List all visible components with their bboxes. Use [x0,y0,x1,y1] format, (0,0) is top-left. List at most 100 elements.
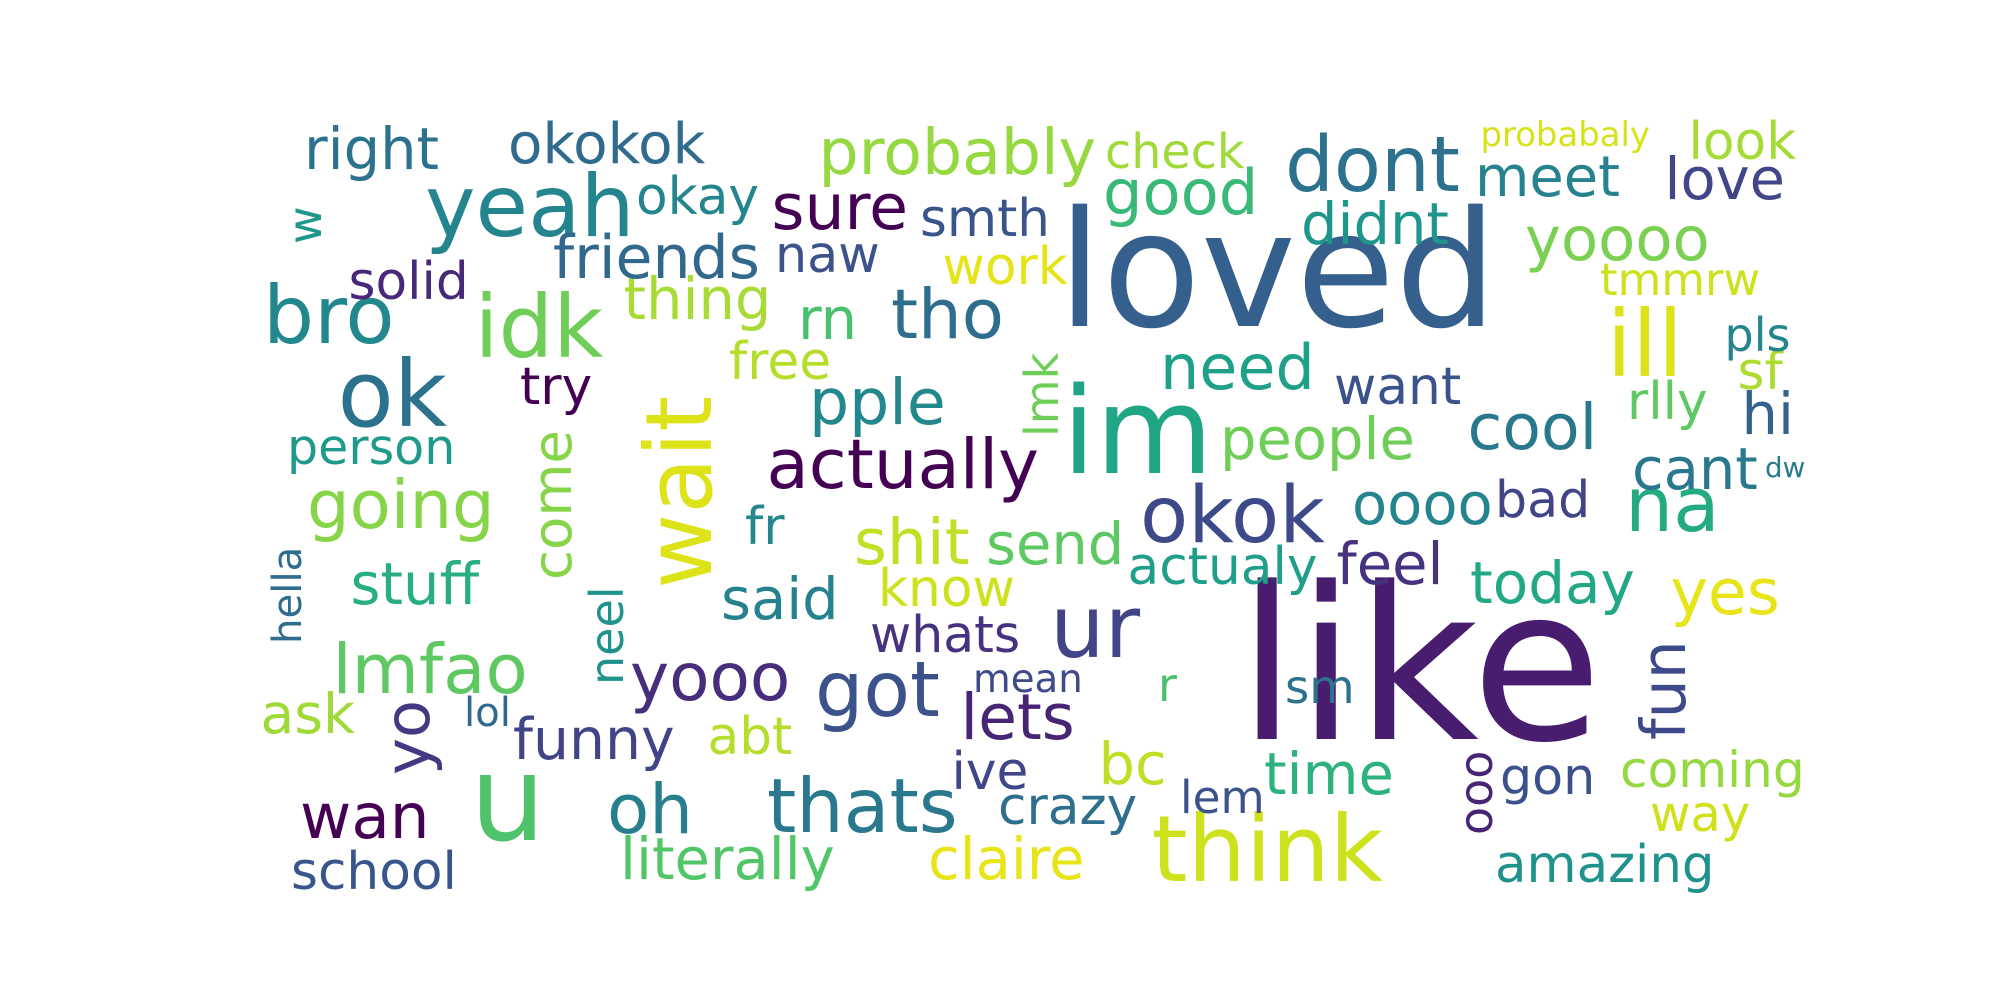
word-free: free [729,331,832,392]
word-look: look [1688,111,1797,172]
word-think: think [1151,796,1384,903]
word-thing: thing [623,266,772,333]
word-love: love [1664,146,1786,213]
word-okok: okok [1140,468,1325,561]
word-yeah: yeah [425,158,635,257]
word-actualy: actualy [1127,536,1318,597]
word-school: school [291,841,457,902]
word-r: r [1158,658,1177,712]
word-people: people [1220,406,1415,473]
word-come: come [520,430,584,580]
word-dont: dont [1285,120,1460,210]
word-sure: sure [771,170,909,244]
word-na: na [1625,460,1720,549]
word-tmmrw: tmmrw [1600,252,1761,306]
word-try: try [520,356,593,417]
word-ok: ok [337,341,448,448]
word-amazing: amazing [1495,834,1715,895]
word-loved: loved [1057,176,1498,364]
word-rlly: rlly [1627,371,1708,432]
word-naw: naw [775,224,880,284]
word-mean: mean [973,657,1083,702]
word-actually: actually [766,424,1039,505]
word-meet: meet [1475,144,1621,210]
word-send: send [986,511,1125,578]
word-hi: hi [1741,381,1794,448]
word-probabaly: probabaly [1480,115,1650,154]
word-crazy: crazy [998,776,1138,837]
word-didnt: didnt [1301,191,1449,258]
word-want: want [1334,356,1462,417]
word-friends: friends [553,222,760,293]
word-funny: funny [513,706,675,773]
word-yo: yo [370,699,444,775]
word-hella: hella [264,546,311,644]
word-oh: oh [607,769,693,850]
word-good: good [1103,155,1259,229]
word-right: right [304,116,440,183]
word-lmfao: lmfao [332,629,528,710]
word-rn: rn [798,286,858,353]
word-u: u [470,730,546,869]
word-sf: sf [1737,341,1783,402]
word-literally: literally [620,826,835,893]
word-ill: ill [1606,291,1684,398]
word-wan: wan [300,780,430,853]
word-claire: claire [928,826,1085,893]
word-person: person [287,418,456,476]
word-fun: fun [1628,640,1700,740]
word-idk: idk [474,277,604,378]
word-feel: feel [1336,531,1444,598]
word-yoooo: yoooo [1525,204,1710,275]
word-abt: abt [707,706,793,767]
word-know: know [878,559,1015,619]
word-coming: coming [1620,740,1805,799]
word-ur: ur [1050,577,1141,678]
word-ive: ive [951,741,1029,802]
word-lol: lol [464,689,511,736]
word-ooo: ooo [1449,750,1503,835]
word-work: work [942,236,1068,297]
word-okokok: okokok [508,112,706,177]
word-w: w [278,206,332,244]
word-gon: gon [1500,747,1596,806]
word-dw: dw [1765,450,1806,484]
word-fr: fr [745,496,785,557]
word-lem: lem [1180,771,1265,824]
word-oooo: oooo [1352,471,1493,538]
word-wait: wait [626,395,733,589]
word-lmk: lmk [1015,352,1069,437]
word-neel: neel [580,585,634,685]
word-smth: smth [920,189,1050,249]
word-okay: okay [636,166,760,227]
word-lets: lets [960,680,1075,754]
word-way: way [1650,785,1751,843]
word-solid: solid [348,251,469,312]
word-bad: bad [1495,469,1591,529]
word-im: im [1062,362,1214,502]
word-time: time [1264,741,1394,808]
word-today: today [1470,548,1635,617]
word-said: said [721,566,839,633]
word-thats: thats [767,763,958,850]
word-stuff: stuff [350,551,480,618]
word-need: need [1160,330,1315,404]
word-sm: sm [1285,660,1355,714]
word-yes: yes [1670,555,1780,629]
word-pple: pple [809,365,946,439]
word-going: going [307,465,495,544]
word-bro: bro [263,267,395,362]
word-check: check [1105,124,1245,180]
word-like: like [1237,543,1603,790]
word-cant: cant [1632,436,1758,503]
word-pls: pls [1724,308,1791,362]
word-shit: shit [854,505,970,579]
word-got: got [815,645,940,734]
word-probably: probably [818,115,1097,189]
word-ask: ask [260,682,355,747]
word-cool: cool [1467,390,1598,464]
word-yooo: yooo [630,638,791,716]
word-tho: tho [891,274,1005,355]
word-whats: whats [870,605,1021,664]
